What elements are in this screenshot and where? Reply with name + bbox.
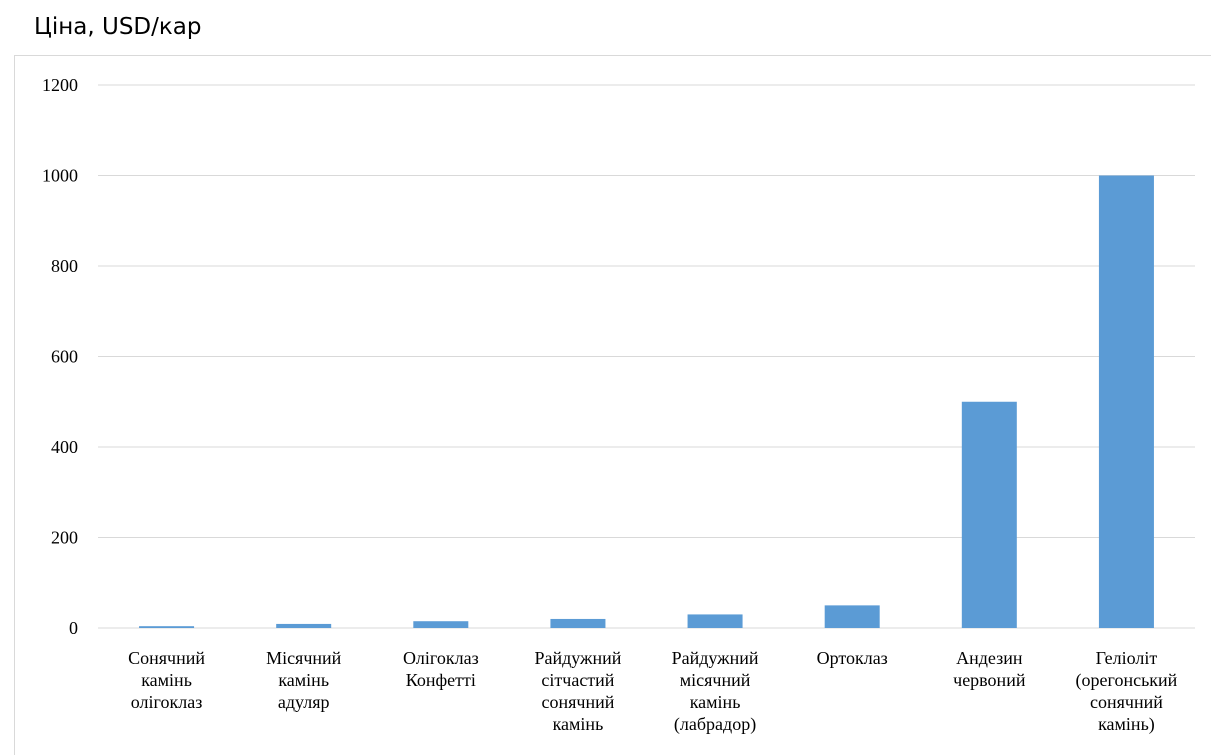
x-category-label: Райдужний місячний камінь (лабрадор) (672, 648, 759, 735)
chart-frame (14, 55, 1211, 755)
x-category-label-line: Ортоклаз (817, 648, 888, 668)
bar (550, 618, 606, 628)
x-category-label-line: Сонячний (128, 648, 205, 668)
x-category-label-line: Місячний (266, 648, 342, 668)
y-tick-label: 600 (51, 347, 78, 367)
x-category-label-line: камінь) (1098, 714, 1155, 735)
x-category-label: Місячний камінь адуляр (266, 648, 342, 712)
bar (139, 626, 195, 628)
x-category-label-line: Геліоліт (1096, 648, 1158, 668)
x-category-label-line: червоний (953, 670, 1026, 690)
x-category-label-line: Райдужний (672, 648, 759, 668)
y-tick-label: 1200 (42, 75, 78, 95)
y-tick-label: 400 (51, 437, 78, 457)
x-category-label-line: сонячний (1090, 692, 1163, 712)
bar (276, 623, 332, 628)
x-category-label-line: місячний (680, 670, 751, 690)
x-category-label-line: Конфетті (406, 670, 476, 690)
x-category-label-line: Андезин (956, 648, 1023, 668)
bar (824, 605, 880, 628)
x-category-label-line: камінь (141, 670, 192, 690)
x-category-label-line: Олігоклаз (403, 648, 479, 668)
x-category-label: Геліоліт (орегонський сонячний камінь) (1076, 648, 1178, 735)
x-category-label: Сонячний камінь олігоклаз (128, 648, 205, 712)
x-category-label: Райдужний сітчастий сонячний камінь (534, 648, 621, 734)
y-tick-label: 1000 (42, 166, 78, 186)
x-category-label: Ортоклаз (817, 648, 888, 668)
x-category-label: Олігоклаз Конфетті (403, 648, 479, 690)
y-tick-label: 0 (69, 618, 78, 638)
chart-title: Ціна, USD/кар (34, 14, 202, 40)
x-category-label-line: сітчастий (541, 670, 614, 690)
x-category-label-line: сонячний (542, 692, 615, 712)
x-category-label-line: Райдужний (534, 648, 621, 668)
y-tick-label: 200 (51, 528, 78, 548)
x-category-label-line: (лабрадор) (674, 714, 756, 735)
x-category-label-line: камінь (278, 670, 329, 690)
bar (1098, 175, 1154, 628)
y-tick-label: 800 (51, 256, 78, 276)
x-category-label-line: камінь (553, 714, 604, 734)
x-category-label-line: (орегонський (1076, 670, 1178, 691)
x-category-label-line: камінь (690, 692, 741, 712)
x-category-label: Андезин червоний (953, 648, 1026, 690)
x-category-label-line: олігоклаз (131, 692, 203, 712)
bar (413, 621, 469, 628)
bar (961, 401, 1017, 628)
bar (687, 614, 743, 628)
x-category-label-line: адуляр (278, 692, 330, 712)
